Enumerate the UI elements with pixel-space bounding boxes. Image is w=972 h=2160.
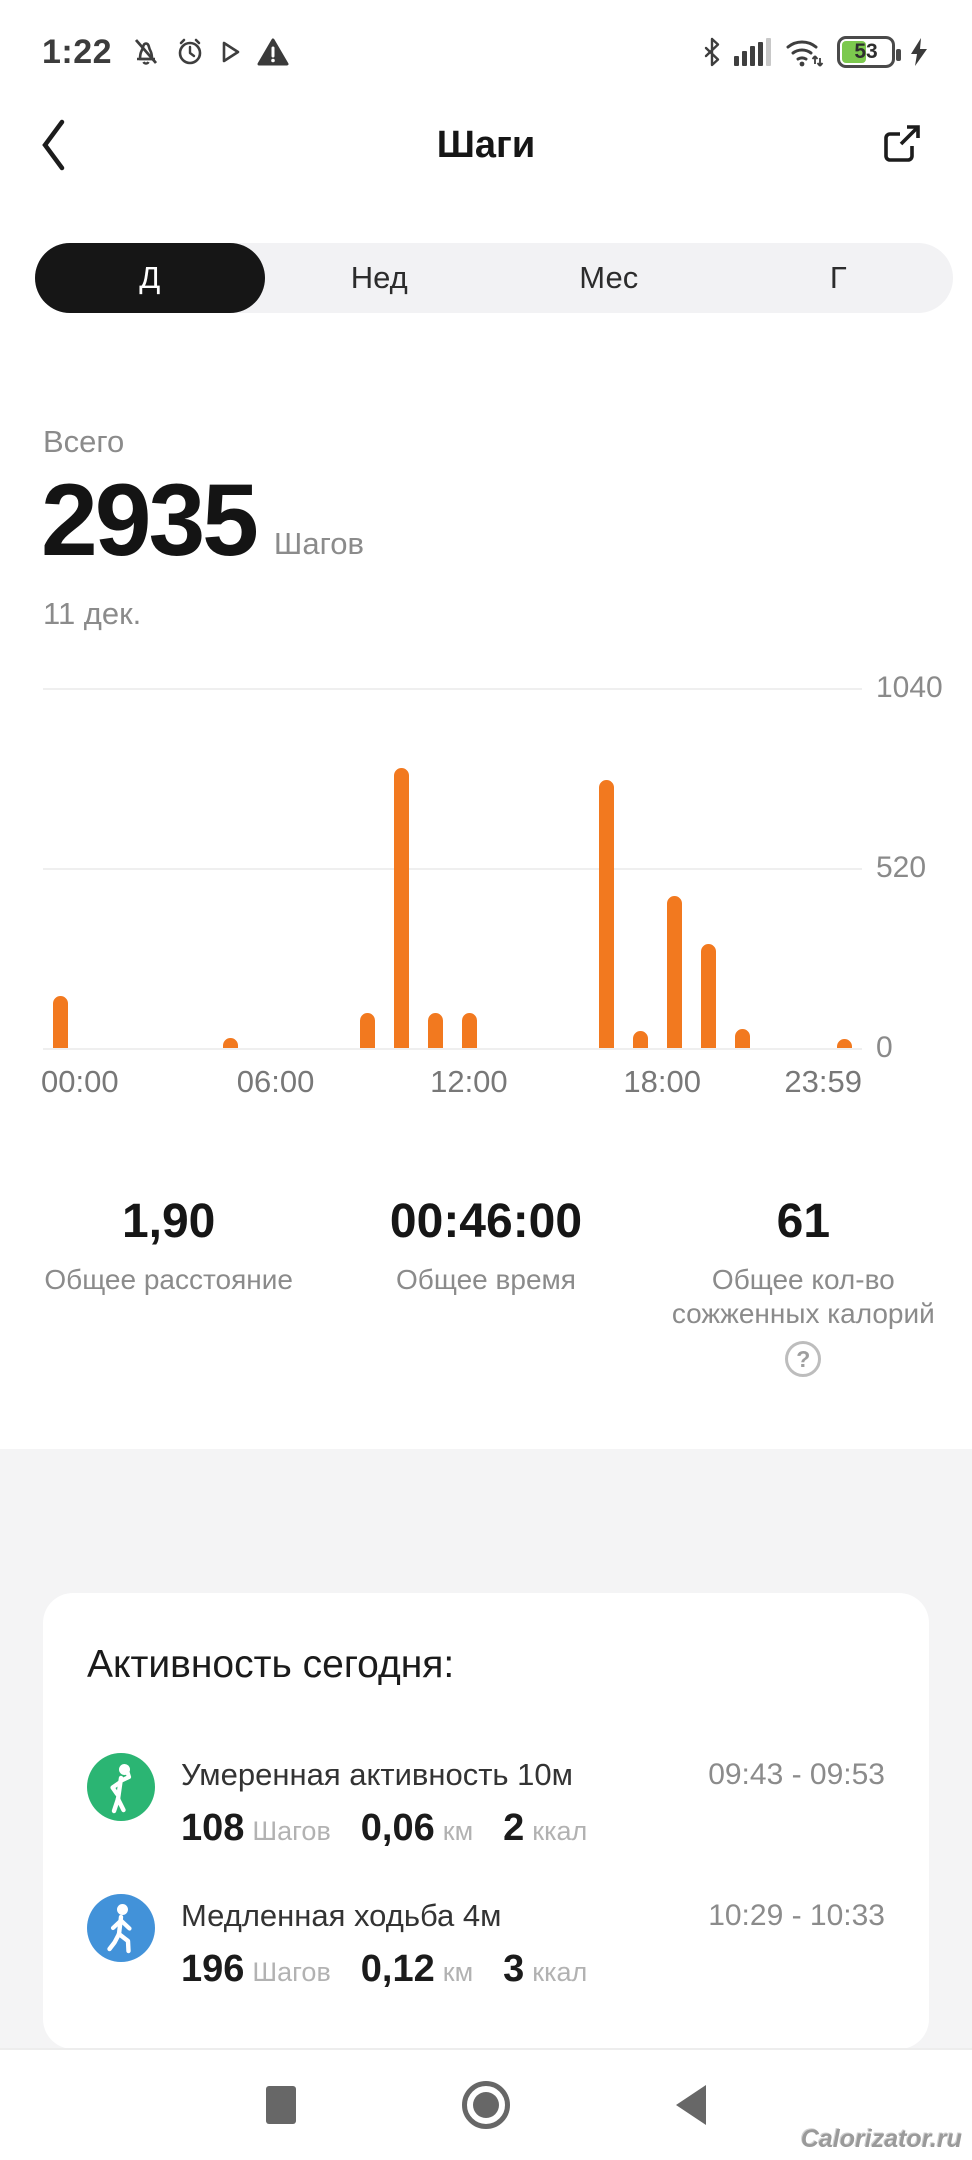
- status-bar: 1:22 53: [0, 20, 972, 84]
- activity-distance: 0,06: [360, 1807, 435, 1849]
- activity-calories-unit: ккал: [532, 1816, 588, 1846]
- x-tick-label: 00:00: [41, 1064, 119, 1099]
- activity-time-range: 09:43 - 09:53: [708, 1758, 885, 1791]
- header: Шаги: [0, 102, 972, 188]
- activity-card: Активность сегодня: Умеренная активность…: [43, 1593, 929, 2049]
- total-time-value: 00:46:00: [389, 1195, 583, 1248]
- period-tabs: Д Нед Мес Г: [35, 243, 953, 313]
- steps-bar-chart[interactable]: 0 520 1040 00:00 06:00 12:00 18:00 23:59: [0, 671, 972, 1116]
- activity-time-range: 10:29 - 10:33: [708, 1899, 885, 1932]
- activity-row-moderate[interactable]: Умеренная активность 10м 09:43 - 09:53 1…: [87, 1753, 885, 1850]
- activity-distance-unit: км: [442, 1816, 474, 1846]
- wifi-icon: [784, 36, 824, 68]
- x-tick-label: 12:00: [430, 1064, 508, 1099]
- total-calories-label: Общее кол-во сожженных калорий: [671, 1264, 935, 1330]
- total-distance-label: Общее расстояние: [44, 1264, 293, 1295]
- total-calories: 61 Общее кол-во сожженных калорий ?: [645, 1194, 962, 1378]
- activity-row-slow-walk[interactable]: Медленная ходьба 4м 10:29 - 10:33 196 Ша…: [87, 1894, 885, 1991]
- share-button[interactable]: [874, 112, 930, 174]
- total-distance: 1,90 Общее расстояние: [10, 1194, 327, 1377]
- tab-year[interactable]: Г: [829, 260, 847, 295]
- bluetooth-icon: [703, 37, 721, 67]
- activity-calories-unit: ккал: [532, 1957, 588, 1987]
- battery-nub: [896, 49, 901, 61]
- total-time-label: Общее время: [396, 1264, 576, 1295]
- total-steps-unit: Шагов: [273, 525, 364, 561]
- chart-bar-hour-17[interactable]: [632, 1030, 648, 1048]
- chart-bar-hour-16[interactable]: [598, 779, 614, 1048]
- x-tick-label: 06:00: [236, 1064, 315, 1099]
- activity-calories: 3: [503, 1948, 525, 1990]
- chart-bar-hour-5[interactable]: [223, 1037, 239, 1048]
- activity-title: Умеренная активность 10м: [181, 1757, 573, 1792]
- activity-card-title: Активность сегодня:: [87, 1643, 455, 1686]
- back-triangle-icon[interactable]: [676, 2085, 706, 2125]
- back-button[interactable]: [38, 116, 82, 174]
- activity-distance-unit: км: [442, 1957, 474, 1987]
- alarm-icon: [174, 36, 206, 68]
- chart-bar-hour-0[interactable]: [52, 996, 68, 1048]
- chart-gridline: [43, 868, 862, 870]
- chart-bar-hour-23[interactable]: [837, 1039, 853, 1048]
- walking-person-icon: [87, 1894, 155, 1962]
- chart-gridline: [43, 1048, 862, 1050]
- chart-bar-hour-9[interactable]: [359, 1013, 375, 1048]
- battery-icon: 53: [837, 36, 901, 68]
- activity-steps: 108: [181, 1807, 245, 1849]
- chevron-left-icon: [42, 119, 65, 171]
- y-tick-label: 1040: [876, 671, 943, 704]
- signal-icon: [734, 38, 771, 66]
- tab-month[interactable]: Мес: [579, 260, 639, 295]
- activity-steps-unit: Шагов: [252, 1957, 331, 1987]
- x-tick-label: 23:59: [784, 1064, 862, 1099]
- chart-bar-hour-18[interactable]: [666, 895, 682, 1048]
- activity-steps-unit: Шагов: [252, 1816, 331, 1846]
- battery-percent: 53: [854, 40, 878, 63]
- selected-date: 11 дек.: [43, 596, 142, 631]
- activity-title: Медленная ходьба 4м: [181, 1898, 502, 1933]
- activity-steps: 196: [181, 1948, 245, 1990]
- status-time: 1:22: [42, 32, 113, 71]
- exercise-person-icon: [87, 1753, 155, 1821]
- chart-bar-hour-10[interactable]: [393, 767, 409, 1048]
- watermark: Calorizator.ru: [800, 2125, 962, 2153]
- chart-bar-hour-20[interactable]: [735, 1028, 751, 1048]
- x-tick-label: 18:00: [623, 1064, 701, 1099]
- notifications-off-icon: [131, 36, 161, 68]
- warning-icon: [256, 37, 290, 67]
- tab-week[interactable]: Нед: [350, 260, 408, 295]
- total-distance-value: 1,90: [121, 1195, 216, 1248]
- calories-help-icon[interactable]: ?: [785, 1341, 822, 1378]
- home-circle-icon[interactable]: [462, 2081, 510, 2129]
- y-tick-label: 0: [876, 1031, 893, 1064]
- y-tick-label: 520: [876, 851, 927, 884]
- total-calories-value: 61: [776, 1195, 831, 1248]
- play-icon: [219, 38, 243, 66]
- page-title: Шаги: [436, 123, 536, 166]
- chart-bar-hour-12[interactable]: [462, 1013, 478, 1048]
- battery-fill: [842, 41, 866, 63]
- tab-day[interactable]: Д: [35, 243, 265, 313]
- total-steps-value: 2935: [41, 463, 259, 577]
- activity-calories: 2: [503, 1807, 525, 1849]
- totals-row: 1,90 Общее расстояние 00:46:00 Общее вре…: [10, 1194, 962, 1378]
- activity-section: Активность сегодня: Умеренная активность…: [0, 1449, 972, 2160]
- charging-bolt-icon: [908, 36, 930, 68]
- activity-distance: 0,12: [360, 1948, 435, 1990]
- chart-gridline: [43, 688, 862, 690]
- total-time: 00:46:00 Общее время: [327, 1194, 644, 1377]
- recents-square-icon[interactable]: [266, 2086, 296, 2124]
- total-label: Всего: [43, 424, 125, 459]
- android-nav-bar: [0, 2048, 972, 2160]
- chart-bar-hour-11[interactable]: [427, 1013, 443, 1048]
- chart-bar-hour-19[interactable]: [700, 944, 716, 1048]
- share-icon: [884, 125, 920, 162]
